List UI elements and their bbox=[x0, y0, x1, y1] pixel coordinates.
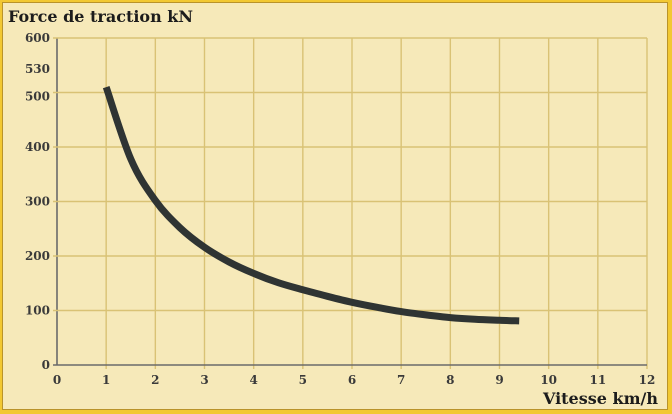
y-tick-label: 300 bbox=[25, 195, 50, 209]
x-axis-label: Vitesse km/h bbox=[542, 389, 658, 408]
x-tick-label: 5 bbox=[299, 373, 307, 387]
y-axis-label: Force de traction kN bbox=[8, 7, 193, 26]
x-tick-label: 8 bbox=[446, 373, 454, 387]
x-tick-label: 2 bbox=[151, 373, 159, 387]
grid bbox=[53, 37, 648, 369]
y-tick-labels: 0 100 200 300 400 500 530 600 bbox=[25, 31, 50, 372]
x-tick-label: 12 bbox=[639, 373, 656, 387]
x-tick-label: 3 bbox=[200, 373, 208, 387]
chart-frame bbox=[2, 2, 668, 410]
x-tick-label: 9 bbox=[495, 373, 503, 387]
x-tick-label: 11 bbox=[589, 373, 606, 387]
y-tick-label: 0 bbox=[42, 358, 50, 372]
x-tick-label: 0 bbox=[53, 373, 61, 387]
y-tick-label: 500 bbox=[25, 90, 50, 104]
traction-curve bbox=[102, 85, 520, 325]
x-tick-labels: 0 1 2 3 4 5 6 7 8 9 10 11 12 bbox=[53, 373, 656, 387]
y-tick-label: 600 bbox=[25, 31, 50, 45]
y-tick-label: 200 bbox=[25, 249, 50, 263]
x-tick-label: 6 bbox=[348, 373, 356, 387]
y-tick-label: 400 bbox=[25, 140, 50, 154]
series-group bbox=[102, 85, 520, 325]
x-tick-label: 1 bbox=[102, 373, 110, 387]
y-tick-label: 100 bbox=[25, 304, 50, 318]
x-tick-label: 7 bbox=[397, 373, 405, 387]
y-tick-label: 530 bbox=[25, 62, 50, 76]
x-tick-label: 10 bbox=[540, 373, 557, 387]
x-tick-label: 4 bbox=[249, 373, 257, 387]
